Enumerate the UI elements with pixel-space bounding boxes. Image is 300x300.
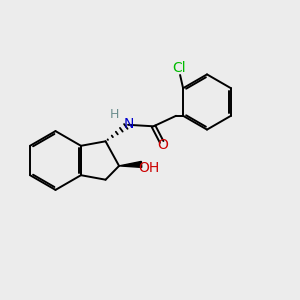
Text: N: N <box>124 117 134 130</box>
Text: OH: OH <box>138 161 160 175</box>
Text: H: H <box>110 108 119 121</box>
Text: O: O <box>158 138 169 152</box>
Polygon shape <box>119 161 142 167</box>
Text: Cl: Cl <box>173 61 186 75</box>
